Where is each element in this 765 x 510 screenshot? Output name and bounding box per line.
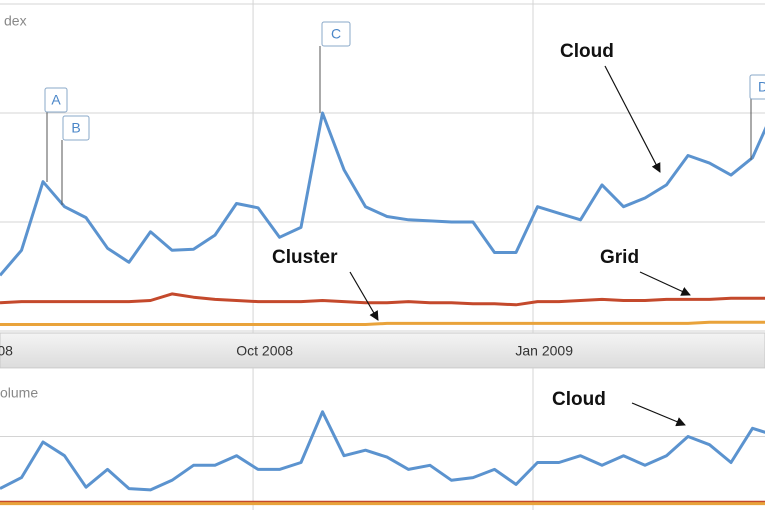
series-line: [0, 410, 765, 492]
series-line: [0, 320, 765, 326]
annotation-arrow: [604, 65, 661, 173]
annotation: Cloud: [552, 389, 606, 410]
annotation-arrow: [639, 271, 691, 296]
event-box: [62, 115, 90, 141]
annotation: Cloud: [560, 41, 614, 62]
event-label: B: [71, 120, 80, 136]
annotation-arrow: [631, 402, 686, 427]
annotation-arrow: [349, 271, 379, 321]
x-tick-label: 08: [0, 343, 13, 359]
plot-area: [0, 0, 765, 333]
x-tick-label: Jan 2009: [515, 343, 573, 359]
axis-band: [0, 332, 765, 369]
event-box: [749, 74, 765, 100]
annotation: Cluster: [272, 247, 338, 268]
panel-title: dex: [4, 13, 27, 29]
series-line: [0, 292, 765, 307]
series-line: [0, 111, 765, 277]
plot-area: [0, 368, 765, 510]
event-box: [44, 87, 68, 113]
x-tick-label: Oct 2008: [236, 343, 293, 359]
event-label: D: [758, 79, 765, 95]
event-box: [321, 21, 351, 47]
panel-title: olume: [0, 385, 38, 401]
event-label: C: [331, 26, 341, 42]
annotation: Grid: [600, 247, 639, 268]
event-label: A: [51, 92, 61, 108]
